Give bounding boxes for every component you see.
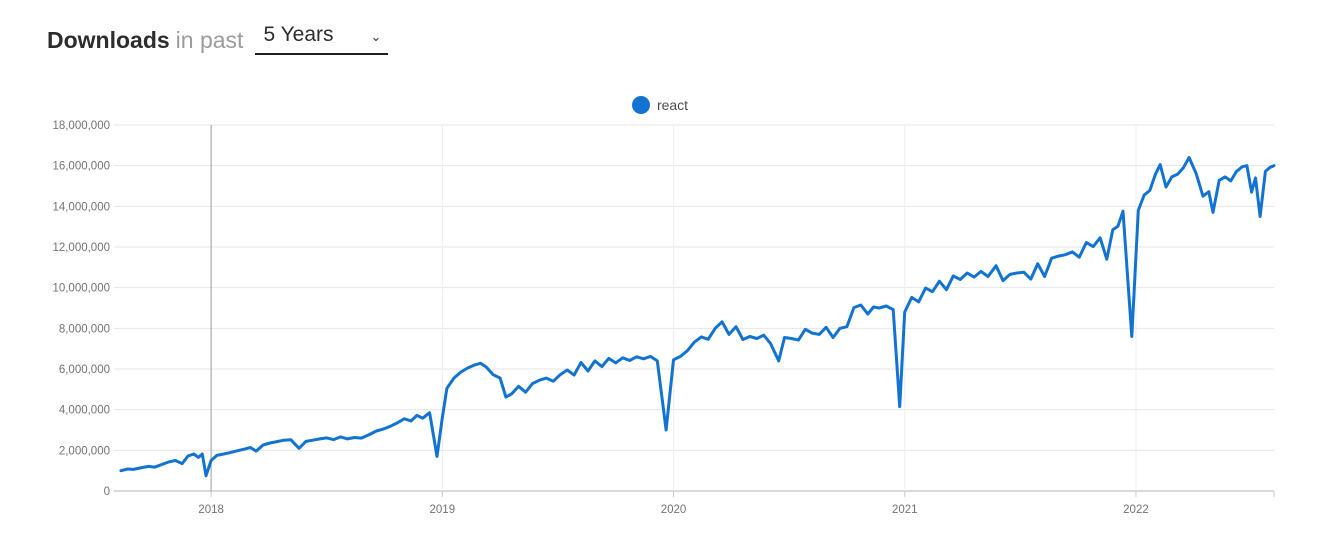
y-axis-tick-label: 8,000,000 [59,323,110,335]
time-range-value: 5 Years [263,23,334,46]
y-axis-tick-label: 18,000,000 [52,120,110,132]
x-axis-tick-label: 2019 [430,504,456,516]
chevron-down-icon: ⌄ [370,29,382,44]
y-axis-tick-label: 4,000,000 [59,405,110,417]
page-title: Downloads [47,27,170,53]
y-axis-tick-label: 0 [104,486,110,498]
chart-header: Downloads in past 5 Years ⌄ [0,0,1335,55]
x-axis-tick-label: 2021 [892,504,918,516]
y-axis-tick-label: 14,000,000 [52,201,110,213]
react-series-line [119,156,1276,478]
y-axis-tick-label: 6,000,000 [59,364,110,376]
page-title-suffix: in past [175,27,244,53]
x-axis-tick-label: 2022 [1123,504,1149,516]
y-axis-tick-label: 16,000,000 [52,161,110,173]
y-axis-tick-label: 2,000,000 [59,445,110,457]
y-axis-tick-label: 10,000,000 [52,283,110,295]
y-axis-tick-label: 12,000,000 [52,242,110,254]
x-axis-tick-label: 2020 [661,504,687,516]
x-axis-tick-label: 2018 [198,504,224,516]
legend-marker-react[interactable] [631,96,650,114]
downloads-line-chart[interactable]: 0 2,000,000 4,000,000 6,000,000 8,000,000 10,… [0,120,1335,532]
time-range-select[interactable]: 5 Years ⌄ [255,20,389,55]
chart-legend: react [0,95,1320,115]
legend-label-react[interactable]: react [656,97,689,113]
